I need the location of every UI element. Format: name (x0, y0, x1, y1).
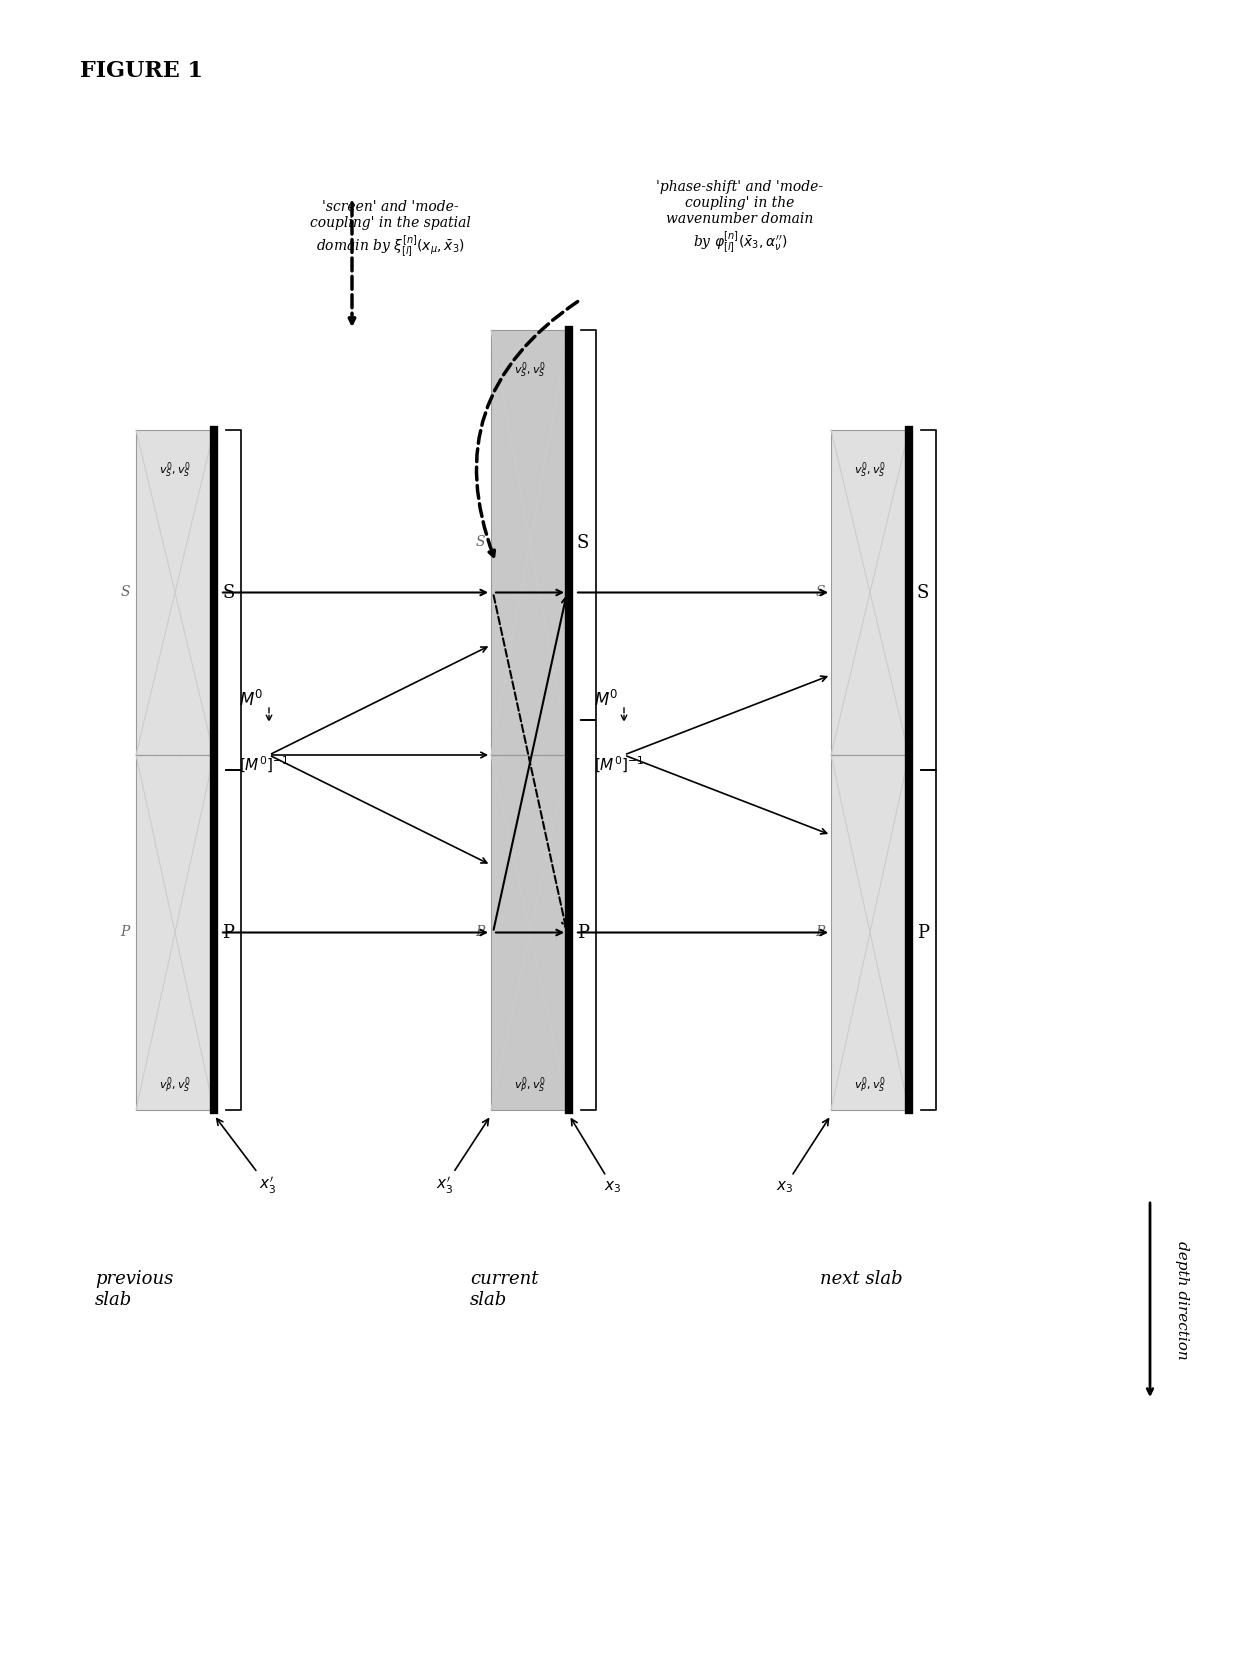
Text: current
slab: current slab (470, 1271, 538, 1309)
Text: P: P (222, 924, 234, 942)
Bar (831, 430, 909, 755)
Text: FIGURE 1: FIGURE 1 (81, 60, 203, 81)
Text: $v_S^0,v_S^0$: $v_S^0,v_S^0$ (515, 360, 546, 380)
Text: $M^0$: $M^0$ (239, 690, 263, 710)
Text: 'phase-shift' and 'mode-
coupling' in the
wavenumber domain
by $\varphi_{[l]}^{[: 'phase-shift' and 'mode- coupling' in th… (656, 179, 823, 255)
Text: P: P (120, 926, 130, 939)
Bar (136, 755, 215, 1110)
Text: $x_3'$: $x_3'$ (436, 1118, 489, 1196)
Text: P: P (476, 926, 485, 939)
Bar (831, 755, 909, 1110)
Text: $[M^0]^{-1}$: $[M^0]^{-1}$ (239, 755, 289, 775)
Bar (491, 755, 569, 1110)
Text: P: P (816, 926, 825, 939)
Text: previous
slab: previous slab (95, 1271, 174, 1309)
Text: P: P (577, 924, 589, 942)
Text: P: P (918, 924, 929, 942)
Text: $x_3$: $x_3$ (572, 1118, 621, 1194)
Text: S: S (120, 586, 130, 599)
Text: $x_3$: $x_3$ (776, 1118, 828, 1194)
Text: depth direction: depth direction (1176, 1241, 1189, 1359)
Text: S: S (918, 584, 929, 602)
Bar (491, 330, 569, 755)
Text: S: S (577, 534, 589, 551)
Text: $[M^0]^{-1}$: $[M^0]^{-1}$ (594, 755, 645, 775)
Text: 'screen' and 'mode-
coupling' in the spatial
domain by $\xi_{[l]}^{[n]}(x_\mu,\b: 'screen' and 'mode- coupling' in the spa… (310, 201, 470, 259)
Text: next slab: next slab (820, 1271, 903, 1287)
Text: $v_P^0,v_S^0$: $v_P^0,v_S^0$ (159, 1075, 191, 1095)
Bar (136, 430, 215, 755)
Text: S: S (816, 586, 825, 599)
Text: $M^0$: $M^0$ (594, 690, 619, 710)
Text: S: S (222, 584, 234, 602)
Text: $v_P^0,v_S^0$: $v_P^0,v_S^0$ (515, 1075, 546, 1095)
Text: $x_3'$: $x_3'$ (217, 1118, 277, 1196)
Text: $v_P^0,v_S^0$: $v_P^0,v_S^0$ (854, 1075, 885, 1095)
Text: S: S (475, 536, 485, 549)
Text: $v_S^0,v_S^0$: $v_S^0,v_S^0$ (854, 460, 885, 479)
Text: $v_S^0,v_S^0$: $v_S^0,v_S^0$ (159, 460, 191, 479)
